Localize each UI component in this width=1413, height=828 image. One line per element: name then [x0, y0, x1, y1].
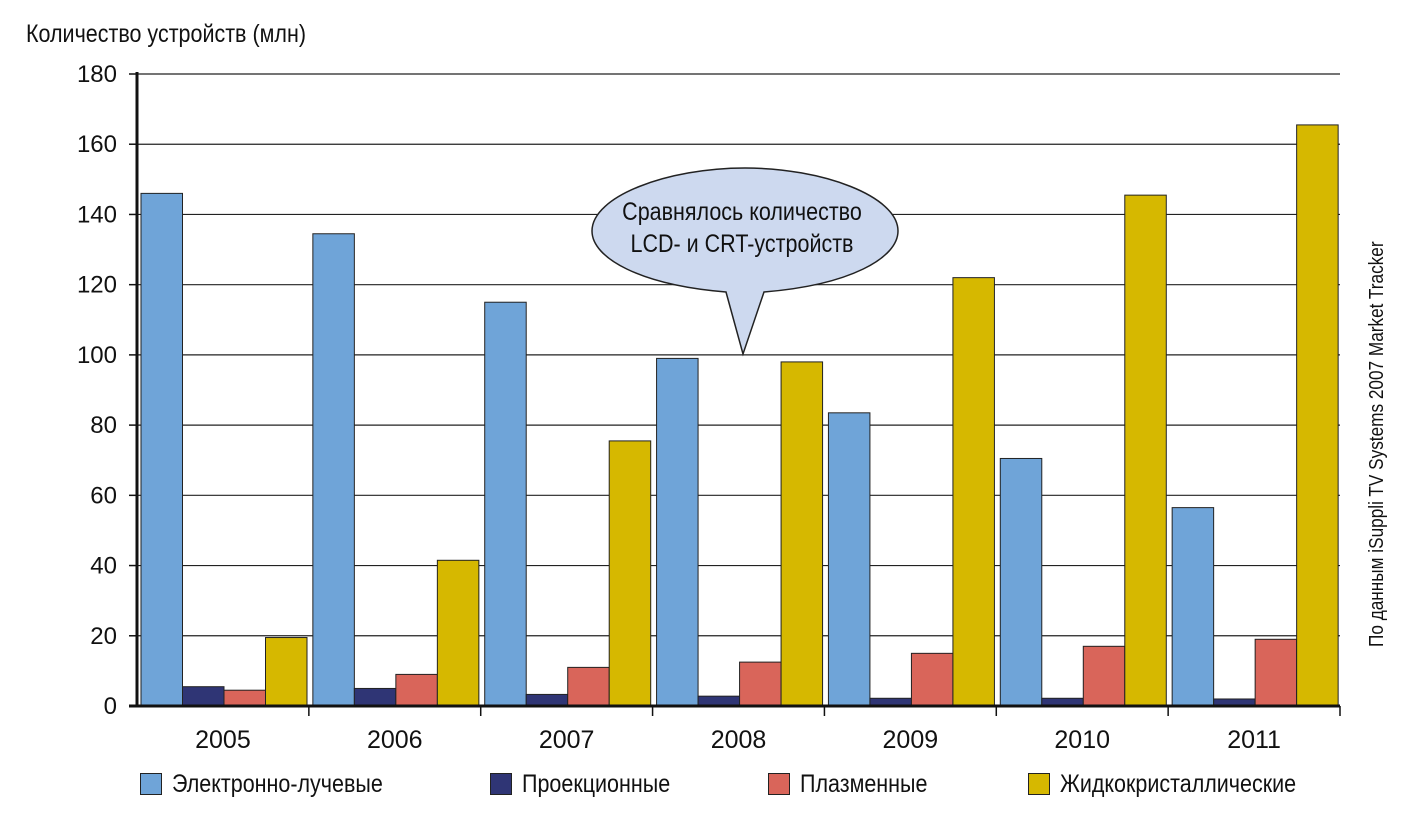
bar-crt-2010	[999, 457, 1043, 707]
y-tick-label: 60	[90, 482, 117, 509]
bar-lcd-2008	[780, 361, 824, 707]
y-tick-label: 140	[77, 201, 117, 228]
y-tick-label: 120	[77, 272, 117, 299]
legend-label-projection: Проекционные	[522, 769, 671, 798]
y-tick-label: 160	[77, 131, 117, 158]
legend: Электронно-лучевые Проекционные Плазменн…	[140, 768, 1335, 800]
bar-projection-2007	[525, 693, 569, 707]
legend-swatch-plasma	[768, 773, 790, 795]
callout-bubble	[591, 167, 899, 357]
bar-crt-2008	[656, 357, 699, 707]
bar-lcd-2010	[1124, 194, 1167, 707]
legend-swatch-crt	[140, 773, 162, 795]
bars	[140, 124, 1339, 707]
bar-crt-2006	[312, 233, 355, 707]
bar-plasma-2011	[1254, 638, 1298, 707]
y-tick-label: 80	[90, 412, 117, 439]
callout-text: Сравнялось количество LCD- и CRT-устройс…	[596, 196, 888, 260]
axes	[129, 72, 1340, 708]
callout-line-1: Сравнялось количество	[622, 198, 862, 226]
legend-item-projection: Проекционные	[490, 770, 768, 799]
legend-swatch-projection	[490, 773, 512, 795]
source-note: По данным iSuppli TV Systems 2007 Market…	[1366, 241, 1388, 647]
x-tick-label: 2007	[539, 726, 595, 754]
x-tick-label: 2010	[1054, 726, 1110, 754]
x-tick-label: 2009	[883, 726, 939, 754]
bar-crt-2009	[827, 412, 871, 707]
bar-crt-2011	[1171, 507, 1215, 707]
legend-item-crt: Электронно-лучевые	[140, 770, 490, 799]
x-tick-label: 2006	[367, 726, 423, 754]
legend-item-lcd: Жидкокристаллические	[1028, 770, 1335, 799]
y-tick-label: 180	[77, 61, 117, 88]
legend-label-crt: Электронно-лучевые	[172, 769, 383, 798]
legend-label-lcd: Жидкокристаллические	[1060, 769, 1297, 798]
y-tick-label: 100	[77, 342, 117, 369]
bar-lcd-2011	[1296, 124, 1339, 707]
bar-projection-2005	[182, 686, 225, 707]
callout-line-2: LCD- и CRT-устройств	[630, 230, 854, 258]
bar-plasma-2008	[739, 661, 782, 707]
y-tick-label: 20	[90, 623, 117, 650]
y-axis-ticks: 0 20 40 60 80 100 120 140 160 180	[77, 61, 137, 720]
x-axis-ticks: 2005 2006 2007 2008 2009 2010 2011	[195, 706, 1341, 754]
bar-lcd-2007	[608, 440, 652, 707]
legend-item-plasma: Плазменные	[768, 770, 1028, 799]
bar-lcd-2006	[436, 559, 480, 707]
y-tick-label: 40	[90, 553, 117, 580]
bar-lcd-2009	[952, 277, 995, 707]
x-tick-label: 2005	[195, 726, 251, 754]
legend-swatch-lcd	[1028, 773, 1050, 795]
bar-crt-2005	[140, 192, 183, 707]
legend-label-plasma: Плазменные	[800, 769, 928, 798]
y-tick-label: 0	[104, 693, 117, 720]
bar-plasma-2005	[223, 689, 266, 707]
bar-lcd-2005	[265, 637, 308, 707]
bar-plasma-2009	[910, 652, 954, 707]
bar-crt-2007	[484, 301, 527, 707]
x-tick-label: 2011	[1227, 726, 1281, 754]
bar-projection-2006	[353, 687, 397, 707]
x-tick-label: 2008	[711, 726, 767, 754]
y-axis-label: Количество устройств (млн)	[26, 20, 306, 48]
bar-plasma-2010	[1082, 645, 1126, 707]
bar-plasma-2007	[567, 666, 610, 707]
bar-plasma-2006	[395, 673, 438, 707]
